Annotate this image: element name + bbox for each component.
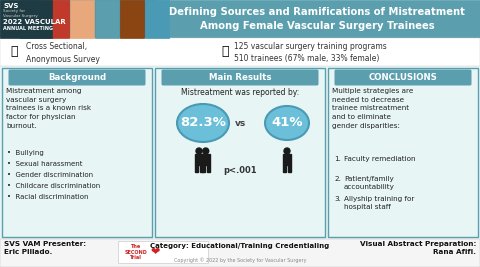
Text: •  Racial discrimination: • Racial discrimination (7, 194, 88, 200)
FancyBboxPatch shape (9, 69, 145, 85)
FancyBboxPatch shape (202, 164, 205, 172)
FancyBboxPatch shape (283, 154, 291, 164)
Text: ANNUAL MEETING: ANNUAL MEETING (3, 26, 53, 31)
FancyBboxPatch shape (283, 164, 286, 172)
FancyBboxPatch shape (145, 0, 169, 38)
FancyBboxPatch shape (161, 69, 319, 85)
Text: Society for
Vascular Surgery: Society for Vascular Surgery (3, 9, 38, 18)
FancyBboxPatch shape (118, 241, 208, 263)
FancyBboxPatch shape (195, 154, 203, 164)
Text: Category: Educational/Training Credentialing: Category: Educational/Training Credentia… (150, 243, 330, 249)
Text: Copyright © 2022 by the Society for Vascular Surgery: Copyright © 2022 by the Society for Vasc… (174, 257, 306, 263)
Text: Mistreatment was reported by:: Mistreatment was reported by: (181, 88, 299, 97)
FancyBboxPatch shape (0, 38, 480, 66)
Text: Faculty remediation: Faculty remediation (344, 156, 416, 162)
Circle shape (284, 148, 290, 154)
Text: 82.3%: 82.3% (180, 116, 226, 129)
Circle shape (203, 148, 209, 154)
Text: •  Sexual harassment: • Sexual harassment (7, 161, 83, 167)
FancyBboxPatch shape (120, 0, 144, 38)
Text: Mistreatment among
vascular surgery
trainees is a known risk
factor for physicia: Mistreatment among vascular surgery trai… (6, 88, 91, 129)
Text: Main Results: Main Results (209, 73, 271, 82)
FancyBboxPatch shape (155, 68, 325, 237)
FancyBboxPatch shape (2, 68, 152, 237)
Text: ❤: ❤ (150, 247, 160, 257)
Text: •  Gender discrimination: • Gender discrimination (7, 172, 93, 178)
Text: Defining Sources and Ramifications of Mistreatment
Among Female Vascular Surgery: Defining Sources and Ramifications of Mi… (169, 7, 465, 31)
FancyBboxPatch shape (0, 0, 155, 38)
FancyBboxPatch shape (155, 0, 480, 38)
Text: p<.001: p<.001 (223, 166, 257, 175)
FancyBboxPatch shape (0, 239, 480, 267)
FancyBboxPatch shape (202, 154, 209, 164)
Text: Cross Sectional,
Anonymous Survey: Cross Sectional, Anonymous Survey (26, 42, 100, 64)
Ellipse shape (265, 106, 309, 140)
Text: •  Childcare discrimination: • Childcare discrimination (7, 183, 100, 189)
Text: Allyship training for
hospital staff: Allyship training for hospital staff (344, 196, 414, 210)
FancyBboxPatch shape (70, 0, 94, 38)
Text: Visual Abstract Preparation:
Rana Afifi.: Visual Abstract Preparation: Rana Afifi. (360, 241, 476, 255)
FancyBboxPatch shape (200, 164, 203, 172)
Text: Multiple strategies are
needed to decrease
trainee mistreatment
and to eliminate: Multiple strategies are needed to decrea… (332, 88, 413, 129)
Text: vs: vs (234, 119, 246, 128)
Text: 👥: 👥 (221, 45, 229, 58)
FancyBboxPatch shape (95, 0, 119, 38)
FancyBboxPatch shape (195, 164, 198, 172)
Text: The
SECOND
Trial: The SECOND Trial (125, 244, 147, 260)
FancyBboxPatch shape (20, 0, 44, 38)
Text: Background: Background (48, 73, 106, 82)
Text: 41%: 41% (271, 116, 303, 129)
Text: 2022 VASCULAR: 2022 VASCULAR (3, 19, 66, 25)
FancyBboxPatch shape (206, 164, 209, 172)
Text: 125 vascular surgery training programs
510 trainees (67% male, 33% female): 125 vascular surgery training programs 5… (234, 42, 387, 64)
FancyBboxPatch shape (288, 164, 291, 172)
Circle shape (196, 148, 202, 154)
Text: 1.: 1. (334, 156, 341, 162)
Text: Patient/family
accountability: Patient/family accountability (344, 176, 395, 190)
Ellipse shape (177, 104, 229, 142)
Text: CONCLUSIONS: CONCLUSIONS (369, 73, 437, 82)
Text: SVS: SVS (3, 3, 18, 9)
Text: 2.: 2. (334, 176, 341, 182)
Text: SVS VAM Presenter:
Eric Pillado.: SVS VAM Presenter: Eric Pillado. (4, 241, 86, 255)
FancyBboxPatch shape (45, 0, 69, 38)
Text: 📋: 📋 (10, 45, 18, 58)
FancyBboxPatch shape (328, 68, 478, 237)
Text: •  Bullying: • Bullying (7, 150, 44, 156)
FancyBboxPatch shape (335, 69, 471, 85)
Text: 3.: 3. (334, 196, 341, 202)
FancyBboxPatch shape (0, 0, 52, 38)
